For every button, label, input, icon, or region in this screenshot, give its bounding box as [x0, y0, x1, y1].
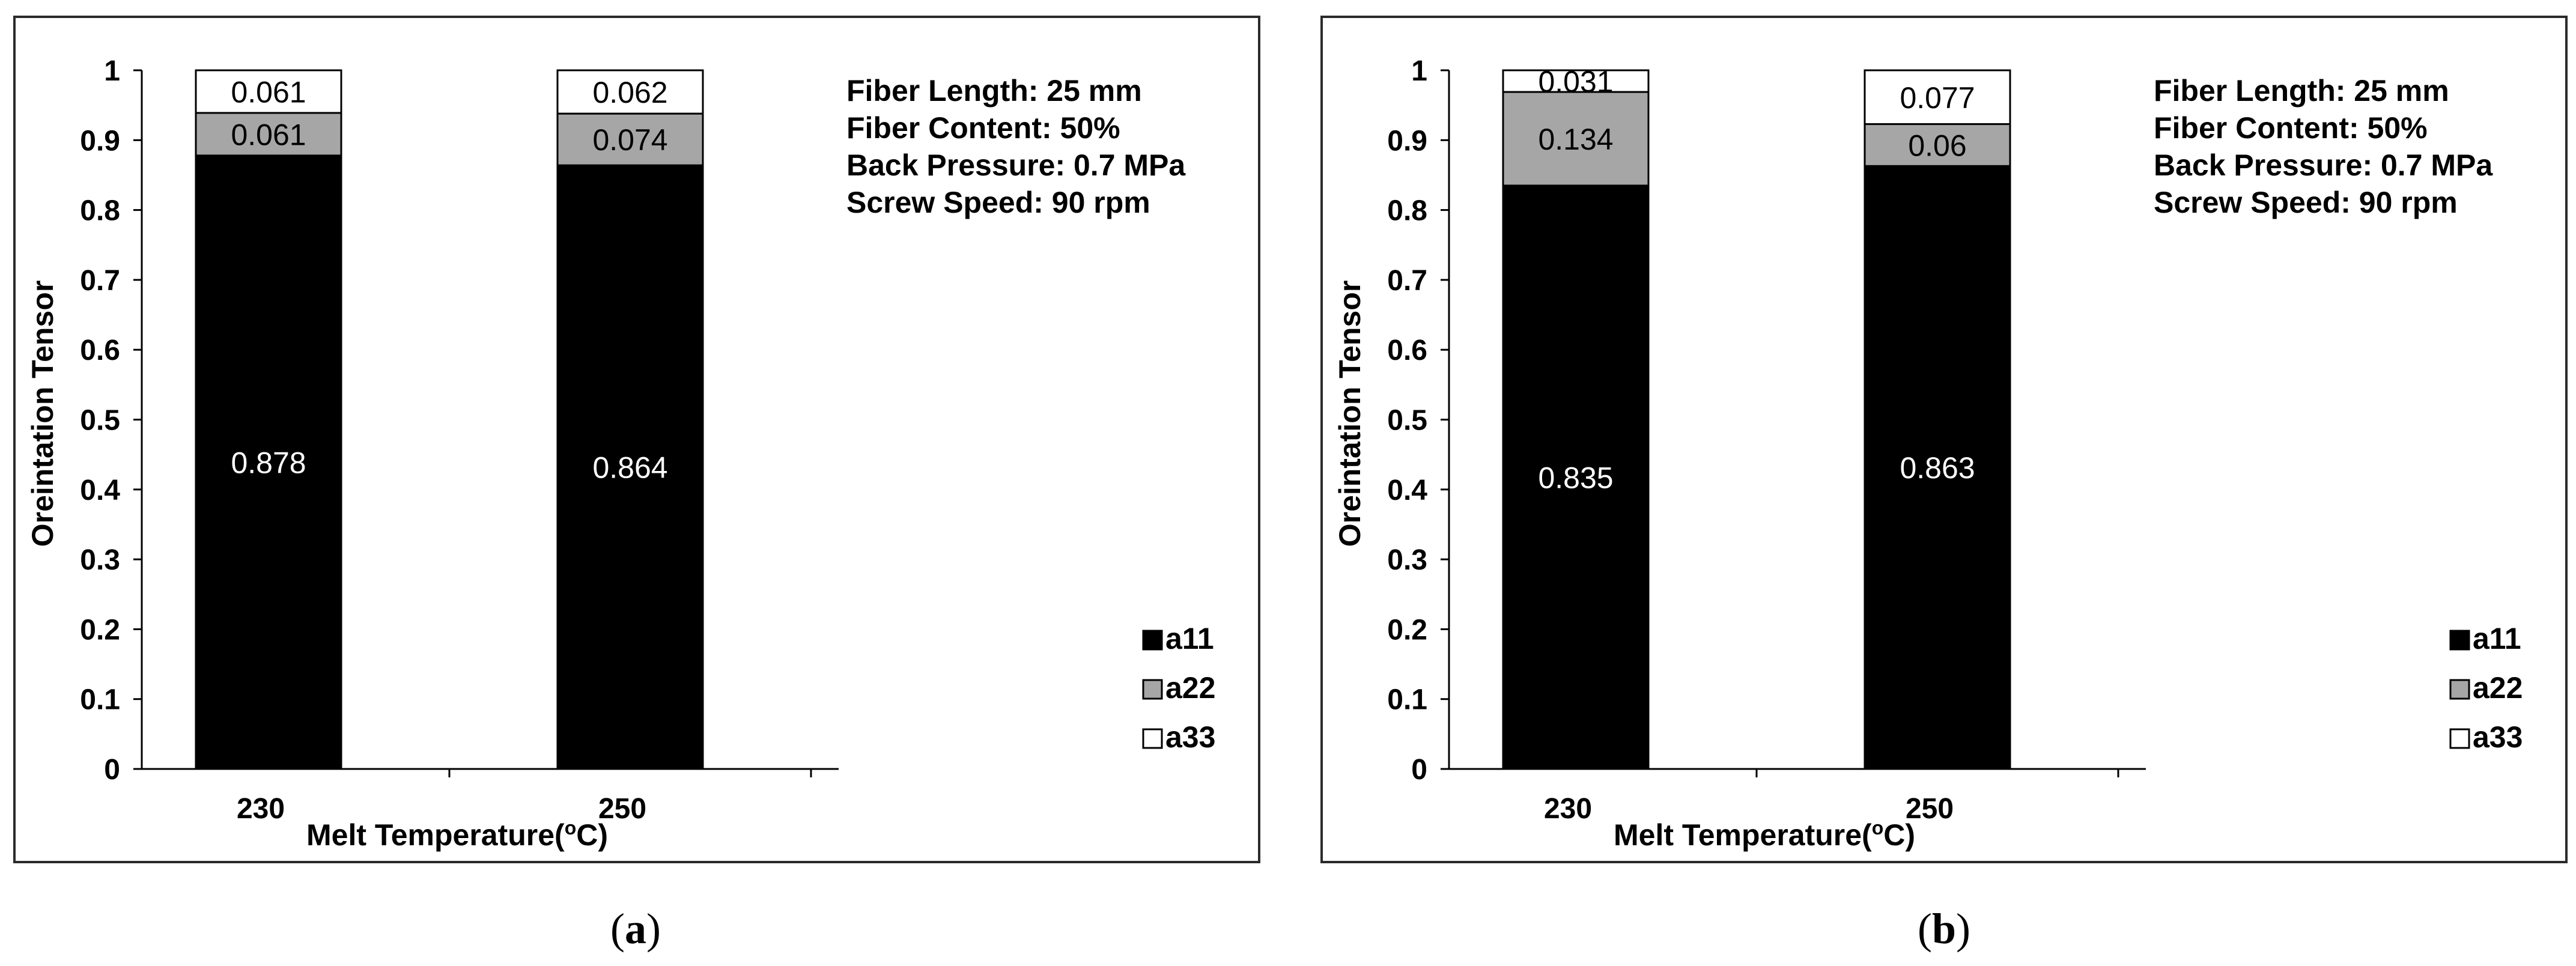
data-label-a22-230: 0.134 — [1538, 123, 1613, 156]
y-tick-label: 0.5 — [1387, 405, 1427, 437]
bar-segment-a22-230 — [1502, 91, 1650, 187]
y-tick-label: 1 — [104, 55, 120, 87]
bar-segment-a33-250 — [1864, 69, 2011, 126]
data-label-a33-250: 0.062 — [592, 76, 667, 109]
x-axis-title: Melt Temperature(oC) — [1614, 817, 1915, 852]
stacked-bar-chart-a: 0 0.1 0.2 0.3 0.4 0.5 0.6 0.7 0.8 0.9 1 0.878 0.061 0… — [26, 55, 1215, 852]
bar-segment-a22-250 — [556, 112, 704, 166]
y-tick-label: 0.4 — [1387, 475, 1427, 506]
bar-segment-a22-250 — [1864, 123, 2011, 167]
data-label-a11-250: 0.864 — [592, 451, 667, 485]
y-tick-label: 0.4 — [80, 475, 120, 506]
bar-segment-a11-250 — [556, 164, 704, 770]
y-tick-label: 0.8 — [1387, 195, 1427, 227]
annotation-text: Fiber Length: 25 mm — [846, 74, 1142, 108]
chart-panel-b: 0 0.1 0.2 0.3 0.4 0.5 0.6 0.7 0.8 0.9 1 0.835 0.134 0… — [1320, 16, 2568, 863]
y-tick-label: 0.8 — [80, 195, 120, 227]
chart-panel-a: 0 0.1 0.2 0.3 0.4 0.5 0.6 0.7 0.8 0.9 1 0.878 0.061 0… — [13, 16, 1260, 863]
legend-label-a33: a33 — [2473, 720, 2523, 754]
data-label-a22-250: 0.06 — [1908, 129, 1966, 162]
legend-label-a22: a22 — [1165, 671, 1215, 705]
bar-segment-a11-250 — [1864, 165, 2011, 770]
y-tick-label: 0 — [1411, 754, 1427, 786]
data-label-a22-230: 0.061 — [231, 118, 306, 151]
x-tick-label: 230 — [1544, 793, 1592, 825]
x-tick-label: 250 — [598, 793, 646, 825]
data-label-a33-230: 0.031 — [1538, 65, 1613, 99]
legend-swatch-a33 — [1142, 728, 1163, 749]
annotation-text: Back Pressure: 0.7 MPa — [2154, 148, 2493, 182]
y-tick-label: 0.7 — [1387, 265, 1427, 297]
data-label-a11-230: 0.835 — [1538, 461, 1613, 494]
y-tick-label: 0.9 — [80, 125, 120, 157]
panel-caption-b: (b) — [1917, 905, 1970, 953]
y-tick-label: 0.9 — [1387, 125, 1427, 157]
bar-segment-a33-230 — [195, 69, 342, 114]
legend-swatch-a22 — [1142, 679, 1163, 700]
legend-label-a22: a22 — [2473, 671, 2523, 705]
y-tick-label: 0.5 — [80, 405, 120, 437]
bar-segment-a11-230 — [1502, 184, 1650, 770]
y-tick-label: 1 — [1411, 55, 1427, 87]
annotation-text: Screw Speed: 90 rpm — [846, 186, 1150, 219]
y-tick-label: 0.2 — [80, 614, 120, 646]
data-label-a33-230: 0.061 — [231, 75, 306, 109]
y-tick-label: 0.6 — [80, 335, 120, 366]
annotation-text: Fiber Content: 50% — [846, 111, 1120, 145]
y-tick-label: 0 — [104, 754, 120, 786]
y-tick-label: 0.2 — [1387, 614, 1427, 646]
y-tick-label: 0.3 — [1387, 544, 1427, 576]
x-tick-label: 250 — [1906, 793, 1954, 825]
y-tick-label: 0.7 — [80, 265, 120, 297]
y-tick-label: 0.1 — [80, 684, 120, 716]
data-label-a22-250: 0.074 — [592, 123, 667, 157]
data-label-a11-230: 0.878 — [231, 446, 306, 479]
annotation-text: Fiber Length: 25 mm — [2154, 74, 2449, 108]
legend-swatch-a11 — [2449, 630, 2470, 651]
caption-letter: a — [625, 905, 646, 953]
y-tick-label: 0.6 — [1387, 335, 1427, 366]
stacked-bar-chart-b: 0 0.1 0.2 0.3 0.4 0.5 0.6 0.7 0.8 0.9 1 0.835 0.134 0… — [1333, 55, 2523, 852]
caption-letter: b — [1931, 905, 1957, 953]
x-tick-label: 230 — [237, 793, 285, 825]
y-tick-label: 0.1 — [1387, 684, 1427, 716]
y-axis-title: Oreintation Tensor — [26, 281, 59, 547]
legend-label-a11: a11 — [1165, 622, 1214, 655]
y-tick-label: 0.3 — [80, 544, 120, 576]
panel-caption-a: (a) — [610, 905, 661, 953]
annotation-text: Back Pressure: 0.7 MPa — [846, 148, 1186, 182]
bar-segment-a33-250 — [556, 69, 704, 115]
legend-swatch-a33 — [2449, 728, 2470, 749]
legend-label-a11: a11 — [2473, 622, 2521, 655]
bar-segment-a11-230 — [195, 154, 342, 770]
y-axis-title: Oreintation Tensor — [1333, 281, 1367, 547]
x-axis-title: Melt Temperature(oC) — [306, 817, 608, 852]
annotation-text: Fiber Content: 50% — [2154, 111, 2428, 145]
legend-swatch-a11 — [1142, 630, 1163, 651]
data-label-a11-250: 0.863 — [1900, 451, 1975, 485]
annotation-text: Screw Speed: 90 rpm — [2154, 186, 2458, 219]
legend-swatch-a22 — [2449, 679, 2470, 700]
legend-label-a33: a33 — [1165, 720, 1215, 754]
bar-segment-a33-230 — [1502, 69, 1650, 93]
data-label-a33-250: 0.077 — [1900, 81, 1975, 115]
